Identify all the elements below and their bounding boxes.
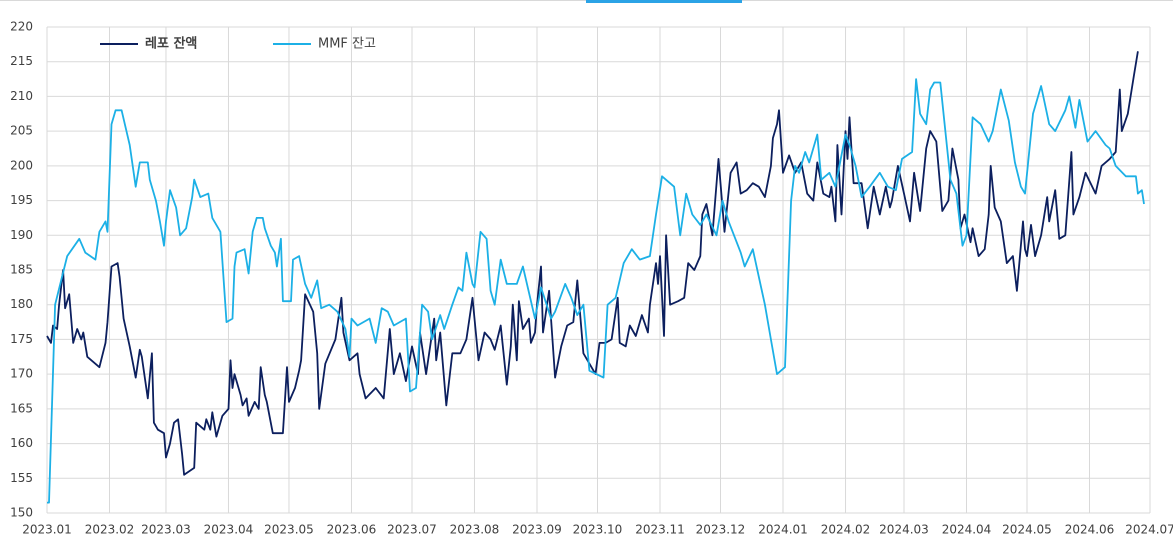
x-tick-label: 2023.10 [573,523,623,537]
y-tick-label: 175 [10,332,33,346]
x-tick-label: 2023.11 [635,523,685,537]
x-tick-label: 2024.02 [821,523,871,537]
y-tick-label: 160 [10,436,33,450]
y-tick-label: 170 [10,367,33,381]
y-tick-label: 210 [10,89,33,103]
series-line [46,51,1139,476]
x-tick-label: 2023.02 [85,523,135,537]
x-tick-label: 2024.05 [1002,523,1052,537]
x-tick-label: 2024.01 [758,523,808,537]
x-tick-label: 2023.04 [204,523,254,537]
legend-label: 레포 잔액 [145,36,197,52]
lines [46,51,1145,504]
x-tick-label: 2023.07 [387,523,437,537]
y-tick-label: 185 [10,263,33,277]
x-tick-label: 2024.07 [1125,523,1173,537]
x-tick-label: 2023.08 [450,523,500,537]
y-tick-label: 165 [10,401,33,415]
labels: 150 155 160 165 170 175 180 185 190 195 200 205 210 2… [10,20,1173,537]
x-tick-label: 2023.03 [141,523,191,537]
y-tick-label: 220 [10,20,33,34]
x-tick-label: 2023.01 [22,523,72,537]
y-tick-label: 205 [10,124,33,138]
series-line [47,78,1145,504]
x-tick-label: 2024.06 [1065,523,1115,537]
x-tick-label: 2024.03 [879,523,929,537]
y-tick-label: 190 [10,228,33,242]
x-tick-label: 2023.12 [696,523,746,537]
tab-indicator [586,0,742,3]
y-tick-label: 180 [10,297,33,311]
legend: 레포 잔액 MMF 잔고 [100,36,376,52]
y-tick-label: 195 [10,193,33,207]
y-tick-label: 200 [10,158,33,172]
y-tick-label: 155 [10,471,33,485]
x-tick-label: 2023.09 [512,523,562,537]
x-tick-label: 2023.05 [264,523,314,537]
y-tick-label: 150 [10,506,33,520]
x-tick-label: 2024.04 [942,523,992,537]
y-tick-label: 215 [10,54,33,68]
legend-label: MMF 잔고 [318,37,376,52]
x-tick-label: 2023.06 [327,523,377,537]
